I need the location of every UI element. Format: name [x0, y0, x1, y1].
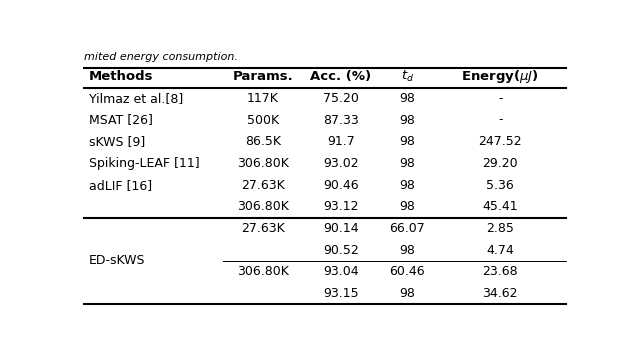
- Text: 75.20: 75.20: [323, 92, 359, 105]
- Text: 45.41: 45.41: [482, 200, 518, 213]
- Text: 93.12: 93.12: [324, 200, 359, 213]
- Text: 5.36: 5.36: [487, 178, 514, 191]
- Text: Acc. (%): Acc. (%): [310, 70, 372, 83]
- Text: 90.14: 90.14: [323, 222, 359, 235]
- Text: 93.15: 93.15: [323, 287, 359, 300]
- Text: 27.63K: 27.63K: [241, 222, 284, 235]
- Text: 98: 98: [399, 92, 415, 105]
- Text: adLIF [16]: adLIF [16]: [88, 178, 152, 191]
- Text: 306.80K: 306.80K: [237, 265, 289, 278]
- Text: 98: 98: [399, 244, 415, 257]
- Text: 86.5K: 86.5K: [245, 135, 281, 148]
- Text: 29.20: 29.20: [482, 157, 518, 170]
- Text: 91.7: 91.7: [327, 135, 355, 148]
- Text: 93.02: 93.02: [323, 157, 359, 170]
- Text: 98: 98: [399, 287, 415, 300]
- Text: MSAT [26]: MSAT [26]: [88, 114, 153, 126]
- Text: sKWS [9]: sKWS [9]: [88, 135, 145, 148]
- Text: 98: 98: [399, 200, 415, 213]
- Text: 500K: 500K: [246, 114, 279, 126]
- Text: Methods: Methods: [88, 70, 154, 83]
- Text: 27.63K: 27.63K: [241, 178, 284, 191]
- Text: 90.52: 90.52: [323, 244, 359, 257]
- Text: 60.46: 60.46: [389, 265, 425, 278]
- Text: $t_d$: $t_d$: [401, 69, 414, 84]
- Text: -: -: [498, 92, 502, 105]
- Text: 90.46: 90.46: [323, 178, 359, 191]
- Text: 87.33: 87.33: [323, 114, 359, 126]
- Text: 98: 98: [399, 157, 415, 170]
- Text: -: -: [498, 114, 502, 126]
- Text: Yilmaz et al.[8]: Yilmaz et al.[8]: [88, 92, 183, 105]
- Text: 117K: 117K: [246, 92, 279, 105]
- Text: 306.80K: 306.80K: [237, 157, 289, 170]
- Text: ED-sKWS: ED-sKWS: [88, 254, 145, 268]
- Text: Spiking-LEAF [11]: Spiking-LEAF [11]: [88, 157, 200, 170]
- Text: 66.07: 66.07: [389, 222, 425, 235]
- Text: 23.68: 23.68: [482, 265, 518, 278]
- Text: Energy($\mu J$): Energy($\mu J$): [461, 68, 539, 86]
- Text: 98: 98: [399, 114, 415, 126]
- Text: 2.85: 2.85: [486, 222, 514, 235]
- Text: 98: 98: [399, 135, 415, 148]
- Text: 306.80K: 306.80K: [237, 200, 289, 213]
- Text: 4.74: 4.74: [487, 244, 514, 257]
- Text: 98: 98: [399, 178, 415, 191]
- Text: 93.04: 93.04: [323, 265, 359, 278]
- Text: mited energy consumption.: mited energy consumption.: [84, 52, 238, 62]
- Text: Params.: Params.: [233, 70, 293, 83]
- Text: 247.52: 247.52: [478, 135, 522, 148]
- Text: 34.62: 34.62: [482, 287, 518, 300]
